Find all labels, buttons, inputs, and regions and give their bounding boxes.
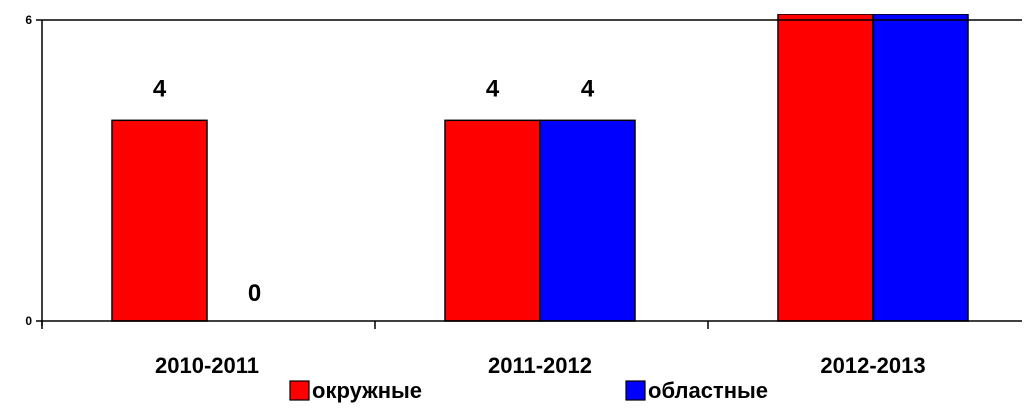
bar-okruzhnye-2011-2012 [444,119,541,322]
legend-swatch [289,380,310,401]
legend-label: окружные [312,378,422,403]
bar-oblastnye-2012-2013 [872,14,969,322]
legend-label: областные [648,378,768,403]
y-tick-label: 6 [25,13,32,27]
bar-okruzhnye-2010-2011 [111,119,208,322]
y-tick-label: 0 [25,314,32,328]
data-label: 0 [248,280,261,307]
x-tick-label: 2011-2012 [488,353,592,378]
bar-oblastnye-2011-2012 [539,119,636,322]
legend-swatch [625,380,646,401]
bar-okruzhnye-2012-2013 [777,14,874,322]
data-label: 4 [581,75,595,102]
x-tick-label: 2012-2013 [820,353,925,378]
data-label: 4 [486,75,500,102]
data-label: 4 [153,75,167,102]
x-tick-label: 2010-2011 [155,353,259,378]
